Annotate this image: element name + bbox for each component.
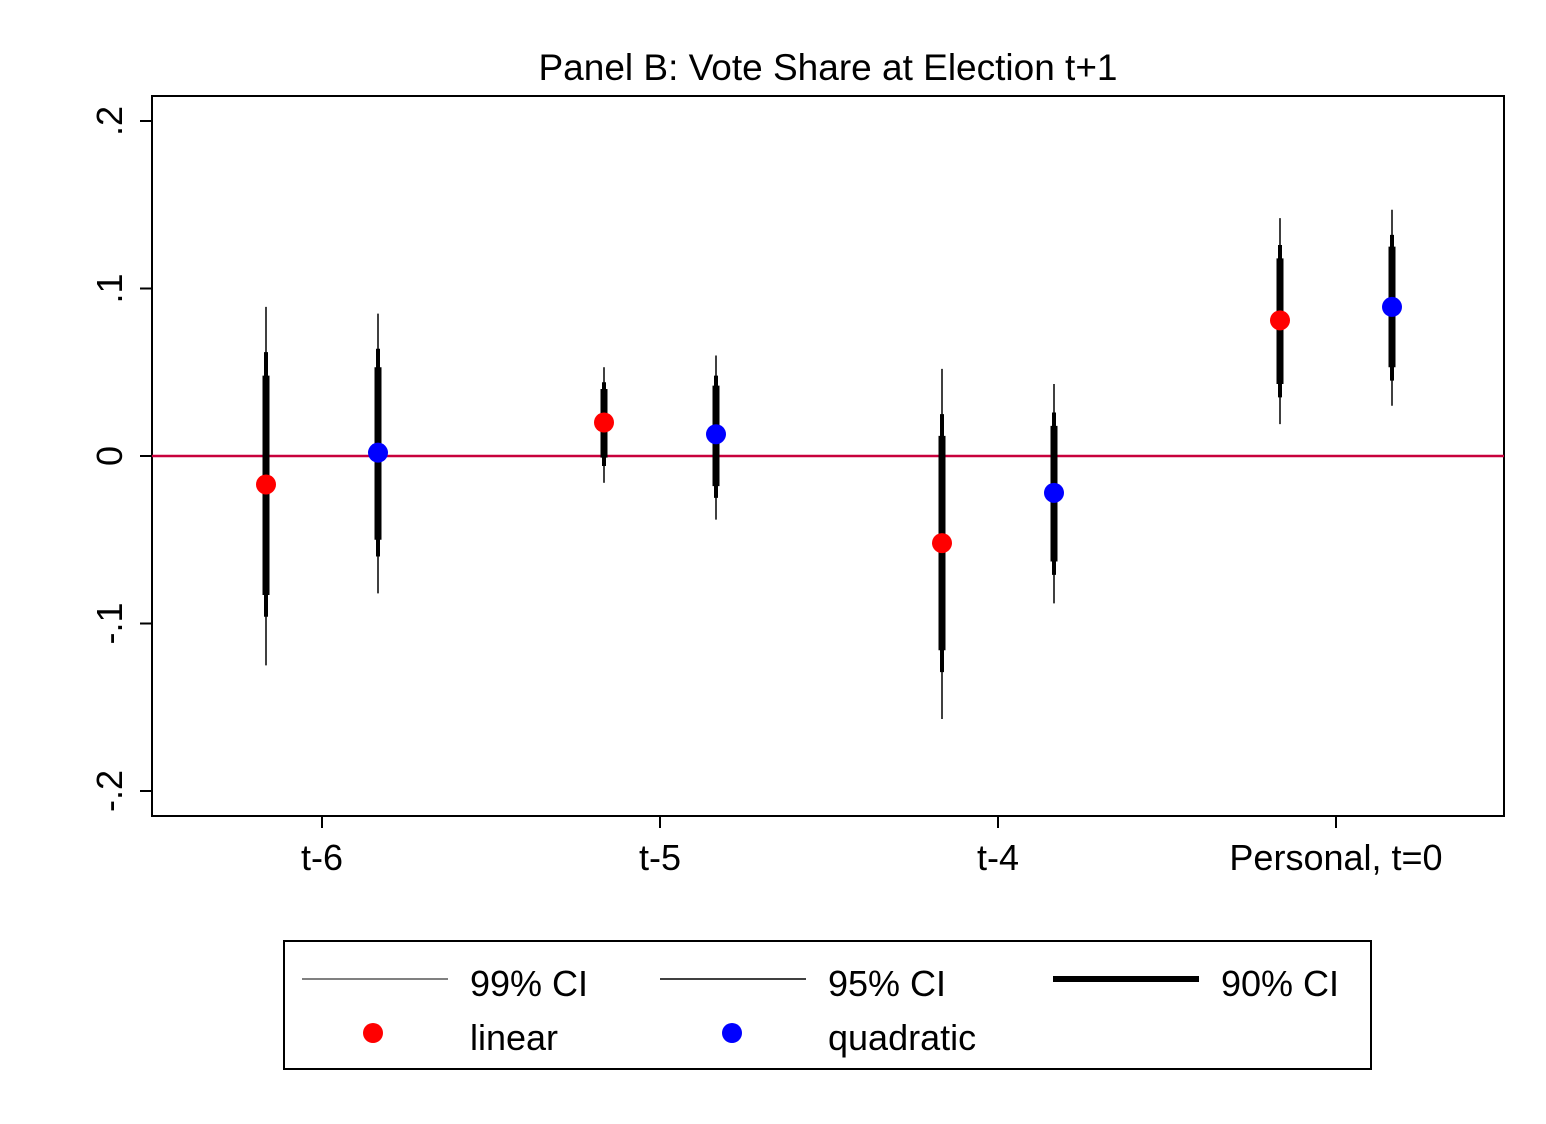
linear-point [256, 474, 276, 495]
quadratic-point [706, 424, 726, 445]
quadratic-point [368, 442, 388, 463]
chart-title: Panel B: Vote Share at Election t+1 [538, 47, 1117, 88]
legend-ci99-label: 99% CI [470, 963, 588, 1004]
legend-ci95-label: 95% CI [828, 963, 946, 1004]
y-tick-label: -.1 [89, 602, 130, 644]
y-tick-label: -.2 [89, 770, 130, 812]
linear-point [594, 412, 614, 433]
x-tick-label: Personal, t=0 [1229, 837, 1442, 878]
legend-quadratic-label: quadratic [828, 1017, 976, 1058]
legend-box [283, 940, 1372, 1070]
legend: 99% CI 95% CI 90% CI linear quadratic [283, 940, 1372, 1070]
y-tick-label: 0 [89, 446, 130, 466]
legend-quadratic-marker [722, 1023, 742, 1043]
x-tick-label: t-5 [639, 837, 681, 878]
data-marks [256, 209, 1402, 719]
y-ticks: .2 .1 0 -.1 -.2 [89, 106, 152, 812]
quadratic-point [1044, 482, 1064, 503]
x-axis: t-6 t-5 t-4 Personal, t=0 [152, 815, 1504, 878]
y-axis: .2 .1 0 -.1 -.2 [89, 96, 153, 816]
legend-linear-marker [363, 1023, 383, 1043]
y-tick-label: .1 [89, 273, 130, 303]
x-tick-label: t-6 [301, 837, 343, 878]
quadratic-point [1382, 296, 1402, 317]
linear-point [1270, 310, 1290, 331]
legend-ci90-label: 90% CI [1221, 963, 1339, 1004]
x-tick-label: t-4 [977, 837, 1019, 878]
linear-point [932, 533, 952, 554]
x-ticks: t-6 t-5 t-4 Personal, t=0 [301, 816, 1443, 878]
y-tick-label: .2 [89, 106, 130, 136]
legend-linear-label: linear [470, 1017, 558, 1058]
